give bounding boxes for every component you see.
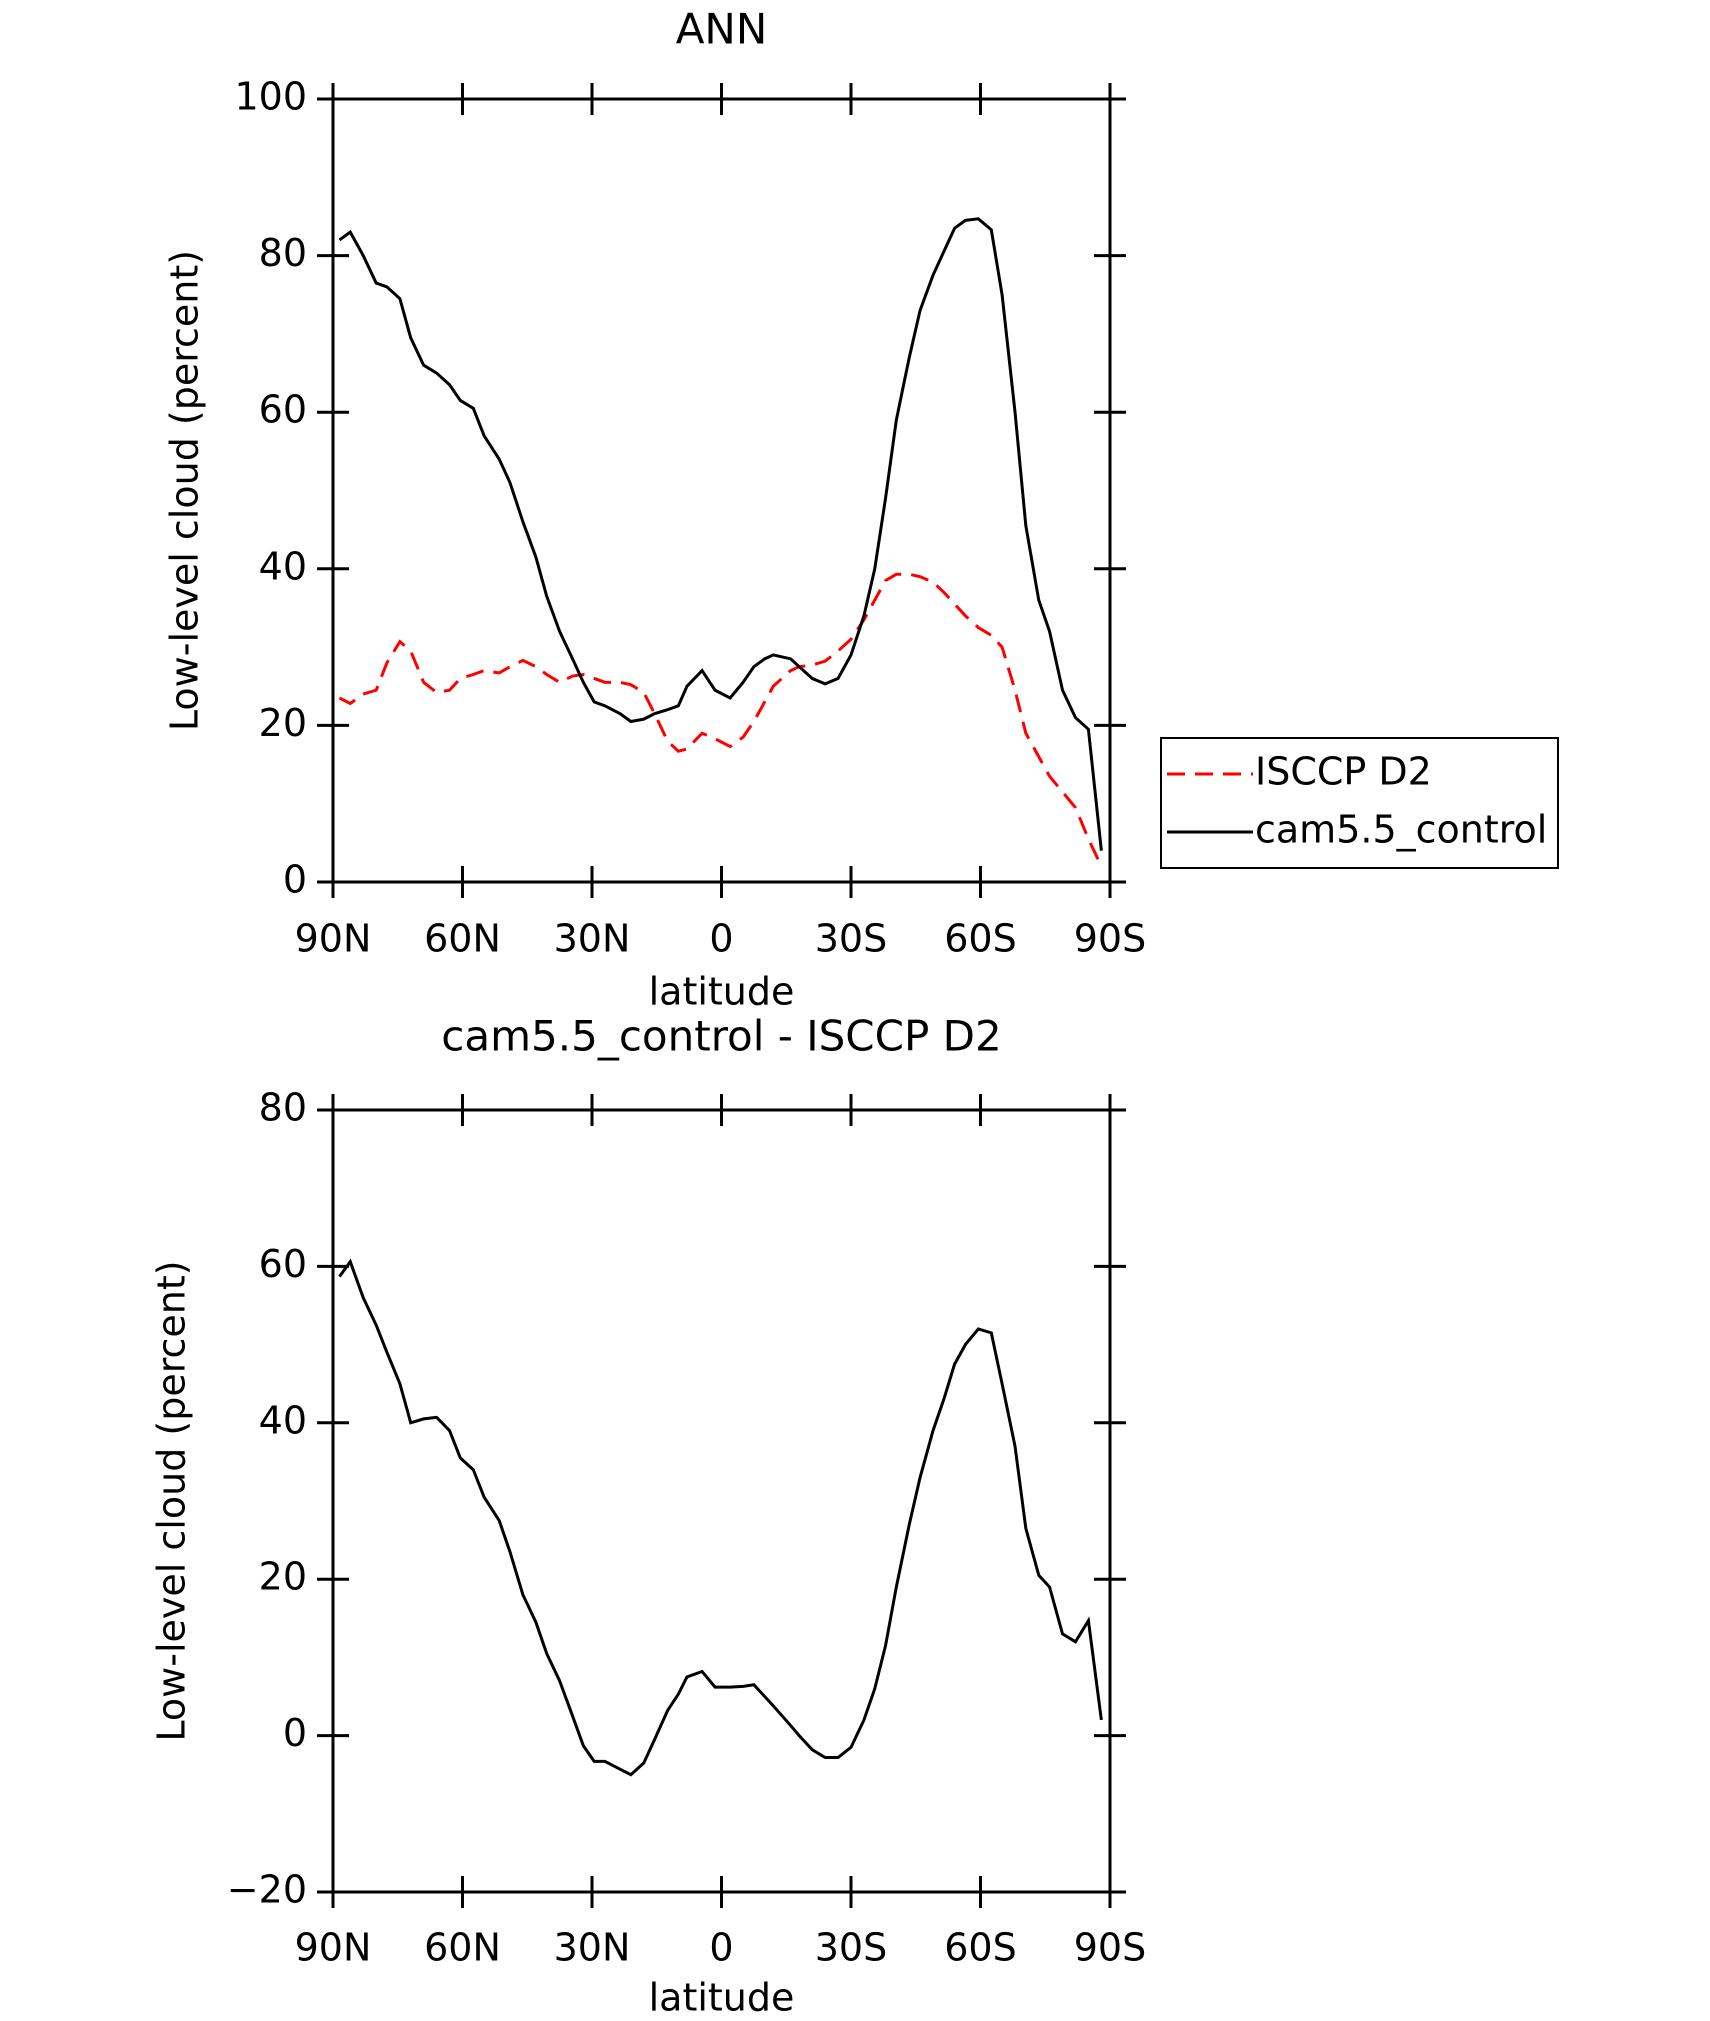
y-tick-label: 40 [259,544,307,588]
x-tick-label: 30S [815,917,887,961]
legend-label: cam5.5_control [1255,808,1547,852]
plot-frame [331,97,1112,884]
data-line [338,572,1103,867]
x-tick-label: 60S [944,917,1016,961]
x-tick-label: 30N [554,1926,631,1970]
x-tick-label: 60N [424,1926,501,1970]
x-tick-label: 30N [554,917,631,961]
data-line [338,217,1103,851]
y-tick-label: 20 [259,701,307,745]
chart-title: ANN [676,5,768,54]
plot-frame [331,1108,1112,1894]
y-tick-label: 40 [259,1398,307,1442]
y-tick-label: 20 [259,1555,307,1599]
x-tick-label: 60N [424,917,501,961]
y-tick-label: 0 [283,858,307,902]
y-tick-label: 80 [259,231,307,275]
y-axis-label: Low-level cloud (percent) [150,1260,194,1741]
x-tick-label: 30S [815,1926,887,1970]
x-tick-label: 90S [1074,1926,1146,1970]
y-tick-label: −20 [227,1868,307,1912]
chart-title: cam5.5_control - ISCCP D2 [441,1012,1001,1061]
y-tick-label: 60 [259,388,307,432]
x-tick-label: 90S [1074,917,1146,961]
x-tick-label: 90N [295,1926,372,1970]
x-tick-label: 60S [944,1926,1016,1970]
x-axis-label: latitude [649,1976,795,2020]
y-axis-label: Low-level cloud (percent) [163,250,207,731]
y-tick-label: 100 [234,75,307,119]
x-tick-label: 0 [709,1926,733,1970]
y-tick-label: 80 [259,1086,307,1130]
y-tick-label: 60 [259,1242,307,1286]
legend-label: ISCCP D2 [1255,750,1432,794]
x-axis-label: latitude [649,970,795,1014]
data-line [338,1258,1103,1777]
y-tick-label: 0 [283,1711,307,1755]
x-tick-label: 0 [709,917,733,961]
legend-box [1160,737,1559,869]
x-tick-label: 90N [295,917,372,961]
